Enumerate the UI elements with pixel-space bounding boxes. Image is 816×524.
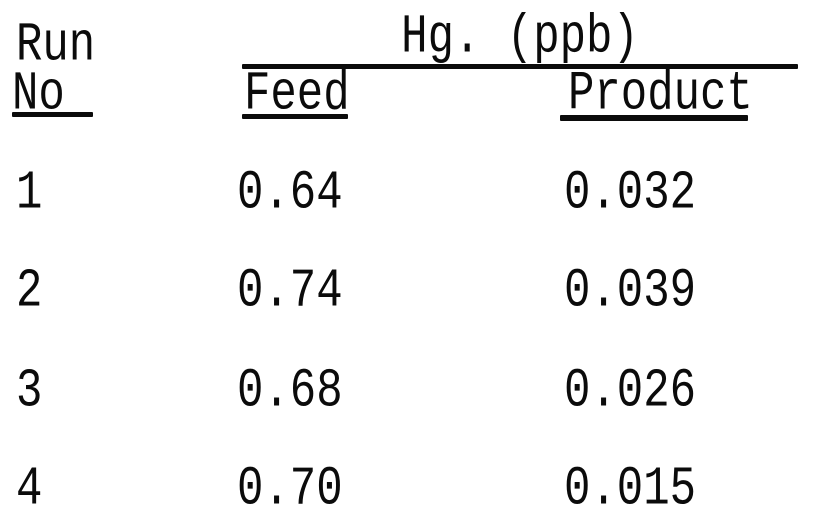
- run-no-cell: 4: [16, 458, 43, 521]
- product-header-underline: [560, 115, 748, 121]
- feed-cell: 0.68: [237, 360, 343, 423]
- run-no-cell: 3: [16, 360, 43, 423]
- product-cell: 0.032: [564, 162, 697, 225]
- feed-header-underline: [242, 114, 348, 119]
- table-row: 3 0.68 0.026: [0, 364, 816, 426]
- product-cell: 0.015: [564, 458, 697, 521]
- product-cell: 0.026: [564, 360, 697, 423]
- feed-cell: 0.64: [237, 162, 343, 225]
- table-row: 1 0.64 0.032: [0, 166, 816, 228]
- run-header-label: Run: [16, 14, 96, 77]
- run-no-cell: 2: [16, 260, 43, 323]
- table-row: 4 0.70 0.015: [0, 462, 816, 524]
- run-no-cell: 1: [16, 162, 43, 225]
- no-header-underline: [12, 112, 93, 117]
- group-header-rule: [242, 64, 798, 69]
- feed-cell: 0.74: [237, 260, 343, 323]
- table-row: 2 0.74 0.039: [0, 264, 816, 326]
- feed-cell: 0.70: [237, 458, 343, 521]
- product-cell: 0.039: [564, 260, 697, 323]
- product-column-header: Product: [568, 63, 753, 126]
- hg-ppb-group-header: Hg. (ppb): [401, 6, 639, 69]
- feed-column-header: Feed: [244, 63, 350, 126]
